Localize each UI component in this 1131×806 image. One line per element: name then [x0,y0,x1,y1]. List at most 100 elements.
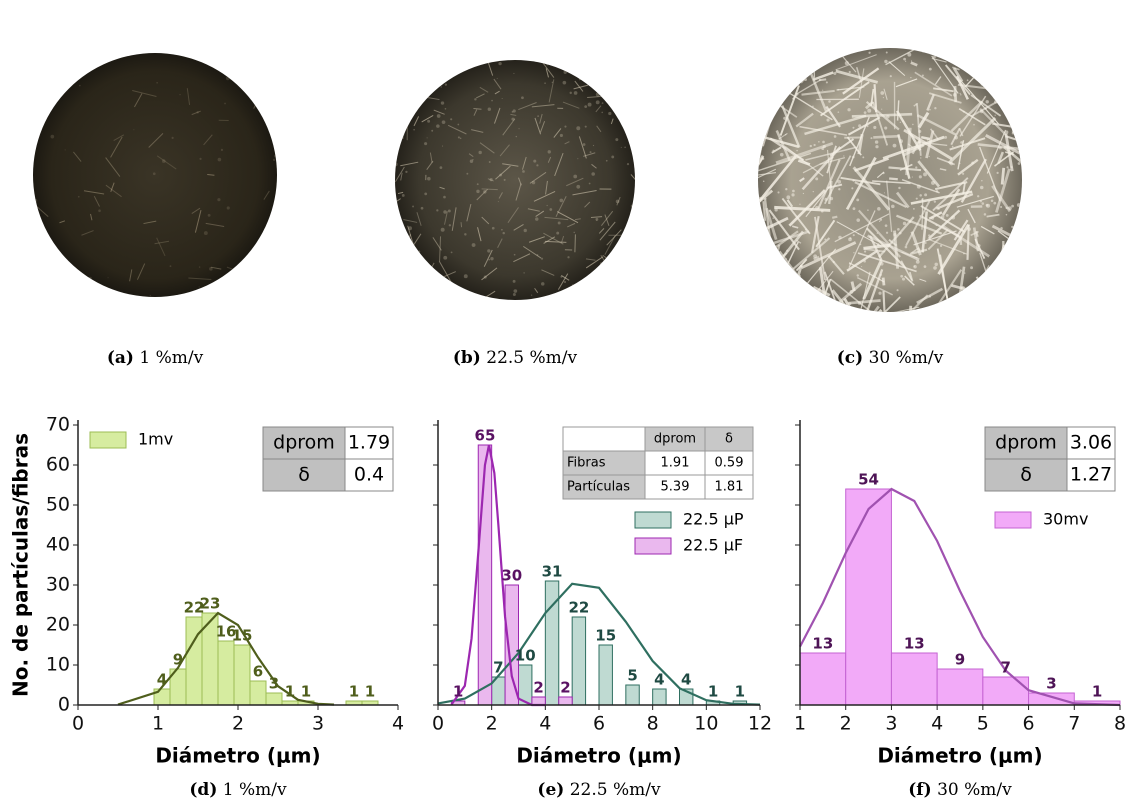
speck [1015,228,1017,230]
legend-swatch [635,512,671,528]
speck [858,124,861,127]
fiber [740,255,764,276]
bar [800,653,846,705]
speck [929,295,931,297]
speck [133,129,134,130]
speck [925,242,927,244]
fiber [993,76,996,80]
y-tick-label: 30 [46,574,70,596]
speck [899,232,902,235]
table-text: 0.59 [715,456,744,471]
fiber [572,285,590,302]
speck [984,305,987,308]
speck [986,204,990,208]
speck [768,276,770,278]
speck [421,256,422,257]
fiber [998,231,1040,262]
speck [780,153,784,157]
speck [999,146,1002,149]
fiber [590,276,600,288]
speck [792,299,794,301]
speck [1006,166,1008,168]
speck [537,115,539,117]
speck [251,253,253,255]
caption-tag: (f) [908,780,931,800]
speck [819,194,821,196]
y-tick-label: 70 [46,414,70,436]
speck [552,82,553,83]
x-tick-label: 3 [885,713,897,735]
speck [442,120,446,124]
speck [910,77,911,78]
speck [1003,47,1007,51]
speck [864,111,867,114]
fiber [1000,75,1010,77]
speck [458,136,460,138]
speck [875,145,878,148]
fiber [965,48,1001,87]
speck [784,305,787,308]
fiber [1022,134,1043,147]
value-label: 1 [365,683,375,701]
speck [156,82,158,84]
speck [995,306,996,307]
speck [843,155,844,156]
bar [653,689,666,705]
legend-swatch [635,538,671,554]
speck [490,178,493,181]
speck [821,147,824,150]
fiber [623,289,629,290]
speck [941,215,944,218]
speck [813,144,815,146]
bar [572,617,585,705]
speck [498,62,501,65]
speck [474,98,476,100]
speck [799,307,801,309]
speck [967,79,969,81]
value-label: 2 [560,679,570,697]
speck [873,126,876,129]
speck [803,193,804,194]
figure: 250μm 250μm 250μm (a) 1 %m/v (b) 22.5 %m… [0,0,1131,806]
speck [822,237,823,238]
fiber [579,289,587,291]
x-tick-label: 6 [593,713,605,735]
speck [1011,166,1013,168]
speck [269,88,273,92]
speck [1005,130,1009,134]
speck [998,52,1000,54]
speck [576,185,580,189]
speck [574,91,578,95]
speck [466,173,468,175]
speck [853,207,856,210]
fiber [960,295,977,337]
speck [980,200,982,202]
speck [585,287,586,288]
x-tick-label: 4 [392,713,404,735]
speck [792,190,795,193]
speck [786,195,790,199]
speck [863,260,866,263]
speck [784,262,786,264]
speck [766,84,767,85]
value-label: 1 [349,683,359,701]
speck [577,158,578,159]
speck [879,221,880,222]
speck [224,103,226,105]
value-label: 5 [627,667,637,685]
speck [856,198,859,201]
speck [954,136,958,140]
speck [563,81,567,85]
speck [52,79,53,80]
value-label: 4 [157,671,167,689]
speck [153,172,156,175]
speck [421,292,425,296]
speck [763,180,765,182]
speck [564,281,566,283]
speck [208,214,211,217]
speck [996,172,998,174]
speck [536,164,538,166]
speck [850,290,854,294]
speck [760,248,761,249]
x-tick-label: 7 [1068,713,1080,735]
